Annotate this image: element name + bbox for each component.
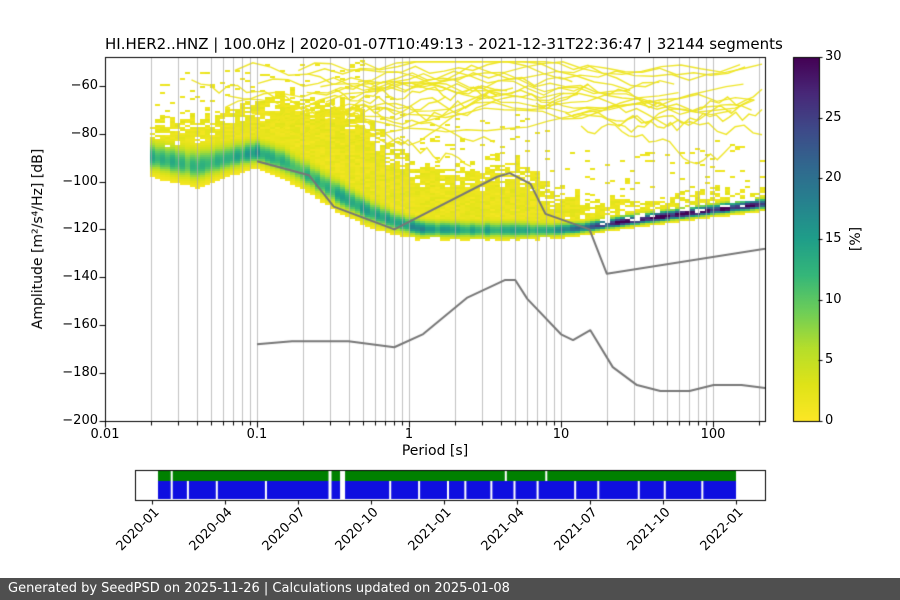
timeline-tick-label: 2022-01	[697, 505, 747, 555]
y-tick-label: −60	[70, 77, 98, 93]
timeline-tick-label: 2021-04	[478, 505, 528, 555]
timeline-tick-labels: 2020-01 2020-04 2020-07 2020-10 2021-01 2021-…	[113, 505, 747, 555]
colorbar-tick-label: 20	[825, 170, 842, 186]
colorbar-tick-label: 10	[825, 291, 842, 307]
x-tick-label: 1	[404, 427, 414, 442]
footer-bar: Generated by SeedPSD on 2025-11-26 | Cal…	[0, 578, 900, 600]
colorbar-tick-label: 5	[825, 352, 834, 368]
y-tick-label: −160	[62, 317, 98, 333]
colorbar-tick-label: 15	[825, 231, 842, 246]
footer-text: Generated by SeedPSD on 2025-11-26 | Cal…	[8, 581, 510, 596]
ppsd-plot-canvas	[0, 0, 900, 578]
y-tick-label: −80	[70, 125, 98, 141]
x-axis-ticks: 0.01 0.1 1 10 100	[90, 427, 726, 442]
timeline-tick-label: 2021-07	[551, 505, 601, 555]
y-tick-label: −100	[62, 173, 98, 189]
y-tick-label: −120	[62, 221, 98, 237]
y-tick-label: −200	[62, 413, 98, 428]
x-tick-label: 0.1	[246, 427, 268, 442]
y-axis-ticks: −60 −80 −100 −120 −140 −160 −180 −200	[62, 77, 98, 428]
colorbar-ticks: 0 5 10 15 20 25 30	[825, 49, 842, 428]
x-tick-label: 10	[552, 427, 570, 442]
timeline-tick-label: 2021-01	[405, 505, 455, 555]
timeline-tick-label: 2021-10	[624, 505, 674, 555]
x-axis-label: Period [s]	[401, 443, 469, 459]
x-tick-label: 100	[700, 427, 726, 442]
colorbar-tick-label: 30	[825, 49, 842, 64]
y-tick-label: −180	[62, 365, 98, 381]
plot-title: HI.HER2..HNZ | 100.0Hz | 2020-01-07T10:4…	[105, 35, 783, 53]
colorbar-tick-label: 0	[825, 413, 834, 428]
timeline-tick-label: 2020-01	[113, 505, 163, 555]
x-tick-label: 0.01	[90, 427, 120, 442]
timeline-tick-label: 2020-04	[186, 505, 236, 555]
y-tick-label: −140	[62, 269, 98, 285]
colorbar-tick-label: 25	[825, 109, 842, 125]
timeline-tick-label: 2020-07	[259, 505, 309, 555]
timeline-tick-label: 2020-10	[332, 505, 382, 555]
